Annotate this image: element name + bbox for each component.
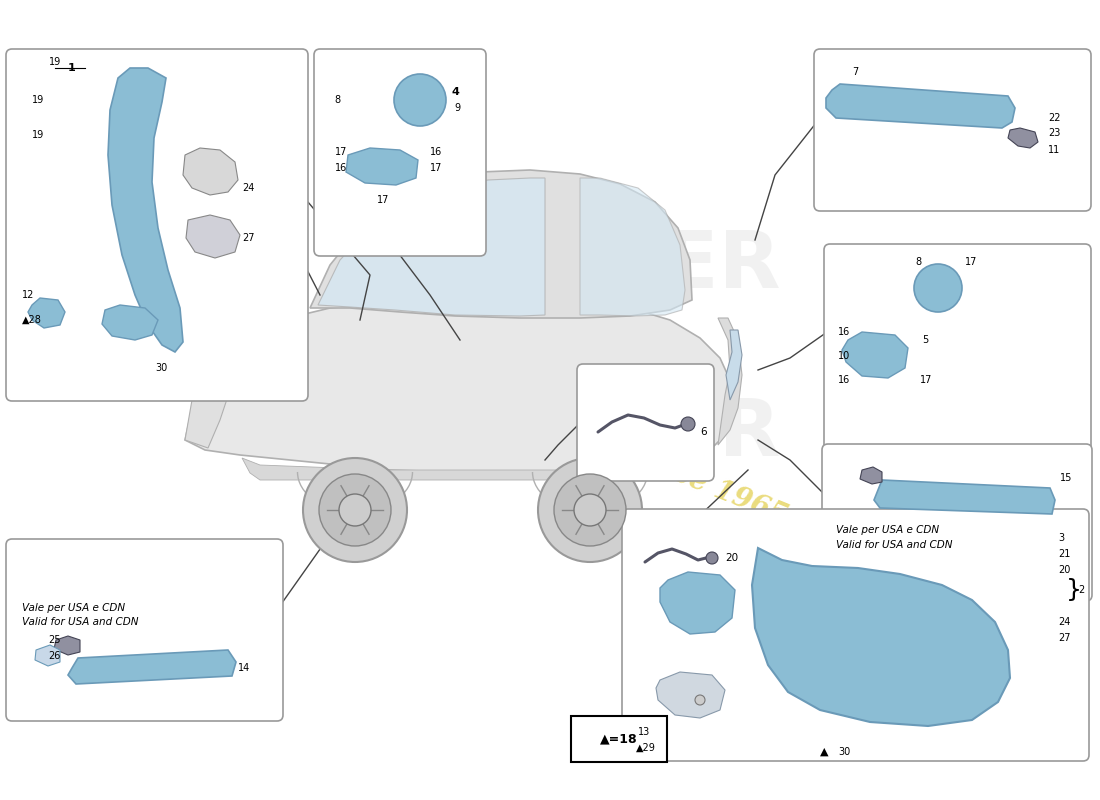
FancyBboxPatch shape — [621, 509, 1089, 761]
Text: }: } — [1066, 578, 1082, 602]
Text: 30: 30 — [155, 363, 167, 373]
Text: 30: 30 — [838, 747, 850, 757]
Text: 19: 19 — [32, 130, 44, 140]
Polygon shape — [310, 170, 692, 318]
Text: 11: 11 — [1048, 145, 1060, 155]
Polygon shape — [185, 348, 230, 448]
FancyBboxPatch shape — [6, 49, 308, 401]
Polygon shape — [35, 645, 60, 666]
Text: ▲28: ▲28 — [22, 315, 42, 325]
FancyBboxPatch shape — [314, 49, 486, 256]
Text: 5: 5 — [922, 335, 928, 345]
Circle shape — [681, 417, 695, 431]
Polygon shape — [580, 178, 685, 316]
Text: 24: 24 — [1058, 617, 1070, 627]
Text: 13: 13 — [638, 727, 650, 737]
Circle shape — [554, 474, 626, 546]
Circle shape — [394, 74, 446, 126]
FancyBboxPatch shape — [571, 716, 667, 762]
Polygon shape — [752, 548, 1010, 726]
Text: 4: 4 — [452, 87, 460, 97]
Polygon shape — [874, 480, 1055, 514]
Text: 23: 23 — [1048, 128, 1060, 138]
Text: 19: 19 — [48, 57, 62, 67]
Polygon shape — [102, 305, 158, 340]
Text: 17: 17 — [336, 147, 348, 157]
Text: 21: 21 — [1058, 549, 1070, 559]
Text: 22: 22 — [1048, 113, 1060, 123]
Text: 17: 17 — [377, 195, 389, 205]
Text: Vale per USA e CDN: Vale per USA e CDN — [22, 603, 125, 613]
Polygon shape — [28, 298, 65, 328]
Polygon shape — [196, 334, 228, 395]
Polygon shape — [1008, 128, 1038, 148]
Text: Valid for USA and CDN: Valid for USA and CDN — [836, 540, 953, 550]
Polygon shape — [108, 68, 183, 352]
Text: 16: 16 — [838, 327, 850, 337]
Text: ▲: ▲ — [820, 747, 828, 757]
Text: 15: 15 — [1060, 473, 1072, 483]
Circle shape — [706, 552, 718, 564]
Circle shape — [574, 494, 606, 526]
Text: 3: 3 — [1058, 533, 1064, 543]
Polygon shape — [726, 330, 742, 400]
Text: Valid for USA and CDN: Valid for USA and CDN — [22, 617, 139, 627]
Polygon shape — [842, 332, 908, 378]
Text: 26: 26 — [48, 651, 60, 661]
Text: ▲29: ▲29 — [636, 743, 656, 753]
Circle shape — [339, 494, 371, 526]
Text: 6: 6 — [700, 427, 706, 437]
Polygon shape — [54, 636, 80, 655]
Polygon shape — [242, 458, 605, 480]
Polygon shape — [660, 572, 735, 634]
Text: 24: 24 — [242, 183, 254, 193]
Text: 2: 2 — [1078, 585, 1085, 595]
Text: 27: 27 — [242, 233, 254, 243]
FancyBboxPatch shape — [578, 364, 714, 481]
FancyBboxPatch shape — [6, 539, 283, 721]
FancyBboxPatch shape — [814, 49, 1091, 211]
Text: 25: 25 — [48, 635, 60, 645]
Text: 8: 8 — [334, 95, 340, 105]
Text: BUMPER
TO
BUMPER: BUMPER TO BUMPER — [398, 227, 781, 473]
Text: 20: 20 — [725, 553, 738, 563]
Text: Vale per USA e CDN: Vale per USA e CDN — [836, 525, 939, 535]
Polygon shape — [656, 672, 725, 718]
Polygon shape — [68, 650, 236, 684]
Polygon shape — [860, 467, 882, 484]
Text: 17: 17 — [920, 375, 933, 385]
Circle shape — [319, 474, 390, 546]
Text: 14: 14 — [238, 663, 251, 673]
Text: 8: 8 — [915, 257, 921, 267]
Polygon shape — [346, 148, 418, 185]
Polygon shape — [185, 300, 732, 472]
FancyBboxPatch shape — [824, 244, 1091, 451]
Text: ▲=18: ▲=18 — [601, 733, 638, 746]
Polygon shape — [183, 148, 238, 195]
FancyBboxPatch shape — [822, 444, 1092, 601]
Text: 16: 16 — [430, 147, 442, 157]
Text: 12: 12 — [22, 290, 34, 300]
Text: 1: 1 — [68, 63, 76, 73]
Circle shape — [695, 695, 705, 705]
Text: 16: 16 — [336, 163, 348, 173]
Text: 7: 7 — [851, 67, 858, 77]
Polygon shape — [186, 215, 240, 258]
Polygon shape — [718, 318, 743, 445]
FancyBboxPatch shape — [624, 524, 766, 601]
Text: 27: 27 — [1058, 633, 1070, 643]
Text: 17: 17 — [965, 257, 978, 267]
Text: 19: 19 — [32, 95, 44, 105]
Circle shape — [302, 458, 407, 562]
Text: 9: 9 — [454, 103, 460, 113]
Text: 16: 16 — [838, 375, 850, 385]
Text: 17: 17 — [430, 163, 442, 173]
Polygon shape — [826, 84, 1015, 128]
Circle shape — [538, 458, 642, 562]
Text: a passion for parts since 1965: a passion for parts since 1965 — [349, 330, 792, 530]
Polygon shape — [318, 178, 544, 316]
Circle shape — [914, 264, 962, 312]
Text: 10: 10 — [838, 351, 850, 361]
Text: 20: 20 — [1058, 565, 1070, 575]
